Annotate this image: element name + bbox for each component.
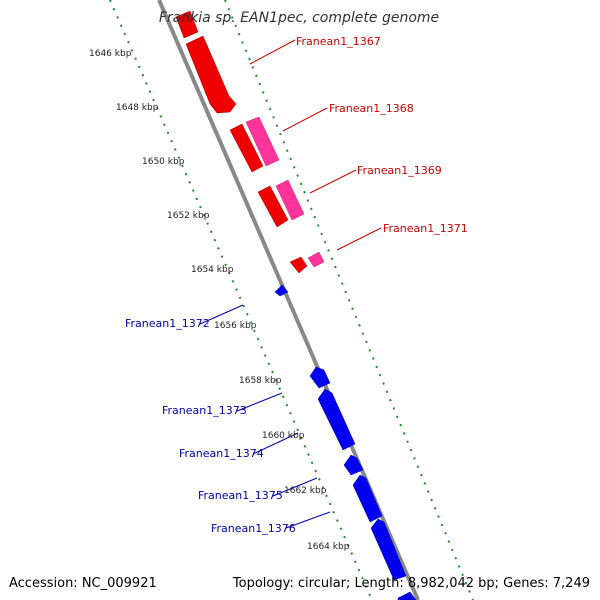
gene-franean1-1367-part1[interactable] [175,10,199,39]
ruler-labels: 1646 kbp 1648 kbp 1650 kbp 1652 kbp 1654… [89,49,350,552]
gene-franean1-1376-a[interactable] [352,474,383,523]
forward-gene-labels: Franean1_1367 Franean1_1368 Franean1_136… [296,35,468,235]
gene-label-franean1-1368[interactable]: Franean1_1368 [329,102,414,115]
gene-label-franean1-1367[interactable]: Franean1_1367 [296,35,381,48]
gene-label-franean1-1372[interactable]: Franean1_1372 [125,317,210,330]
gene-franean1-1372[interactable] [274,284,289,297]
gene-franean1-1375[interactable] [343,454,364,476]
genome-summary-text: Topology: circular; Length: 8,982,042 bp… [232,576,590,591]
forward-leader-lines [249,39,382,251]
ruler-tick-label: 1648 kbp [116,103,159,113]
gene-franean1-1374[interactable] [317,388,356,451]
reverse-gene-labels: Franean1_1372 Franean1_1373 Franean1_137… [125,317,296,535]
ruler-tick-label: 1654 kbp [191,265,234,275]
gene-franean1-1376-b[interactable] [370,518,407,581]
ruler-tick-label: 1652 kbp [167,211,210,221]
ruler-tick-label: 1658 kbp [239,376,282,386]
ruler-tick-label: 1664 kbp [307,542,350,552]
ruler-tick-label: 1660 kbp [262,431,305,441]
ruler-tick-label: 1650 kbp [142,157,185,167]
genome-title: Frankia sp. EAN1pec, complete genome [159,10,439,26]
gene-label-franean1-1373[interactable]: Franean1_1373 [162,404,247,417]
gene-franean1-1368-a[interactable] [229,123,264,173]
outer-ruler-line [224,0,474,600]
gene-franean1-1371-b[interactable] [307,251,325,268]
gene-label-franean1-1374[interactable]: Franean1_1374 [179,447,264,460]
gene-franean1-1371-a[interactable] [289,256,308,274]
inner-ruler-line [109,0,373,600]
forward-genes [175,10,325,274]
gene-franean1-1367[interactable] [185,35,237,114]
gene-label-franean1-1375[interactable]: Franean1_1375 [198,489,283,502]
ruler-tick-label: 1656 kbp [214,321,257,331]
gene-partial-bottom[interactable] [397,591,417,600]
ruler-tick-label: 1646 kbp [89,49,132,59]
gene-franean1-1369-b[interactable] [275,179,305,221]
reverse-leader-lines [199,304,331,529]
gene-franean1-1369-a[interactable] [257,185,289,228]
gene-label-franean1-1371[interactable]: Franean1_1371 [383,222,468,235]
gene-label-franean1-1369[interactable]: Franean1_1369 [357,164,442,177]
accession-text: Accession: NC_009921 [9,576,157,591]
reverse-genes [274,284,417,600]
gene-label-franean1-1376[interactable]: Franean1_1376 [211,522,296,535]
gene-franean1-1368-b[interactable] [245,116,280,167]
ruler-tick-label: 1662 kbp [284,486,327,496]
gene-franean1-1373[interactable] [309,366,331,389]
